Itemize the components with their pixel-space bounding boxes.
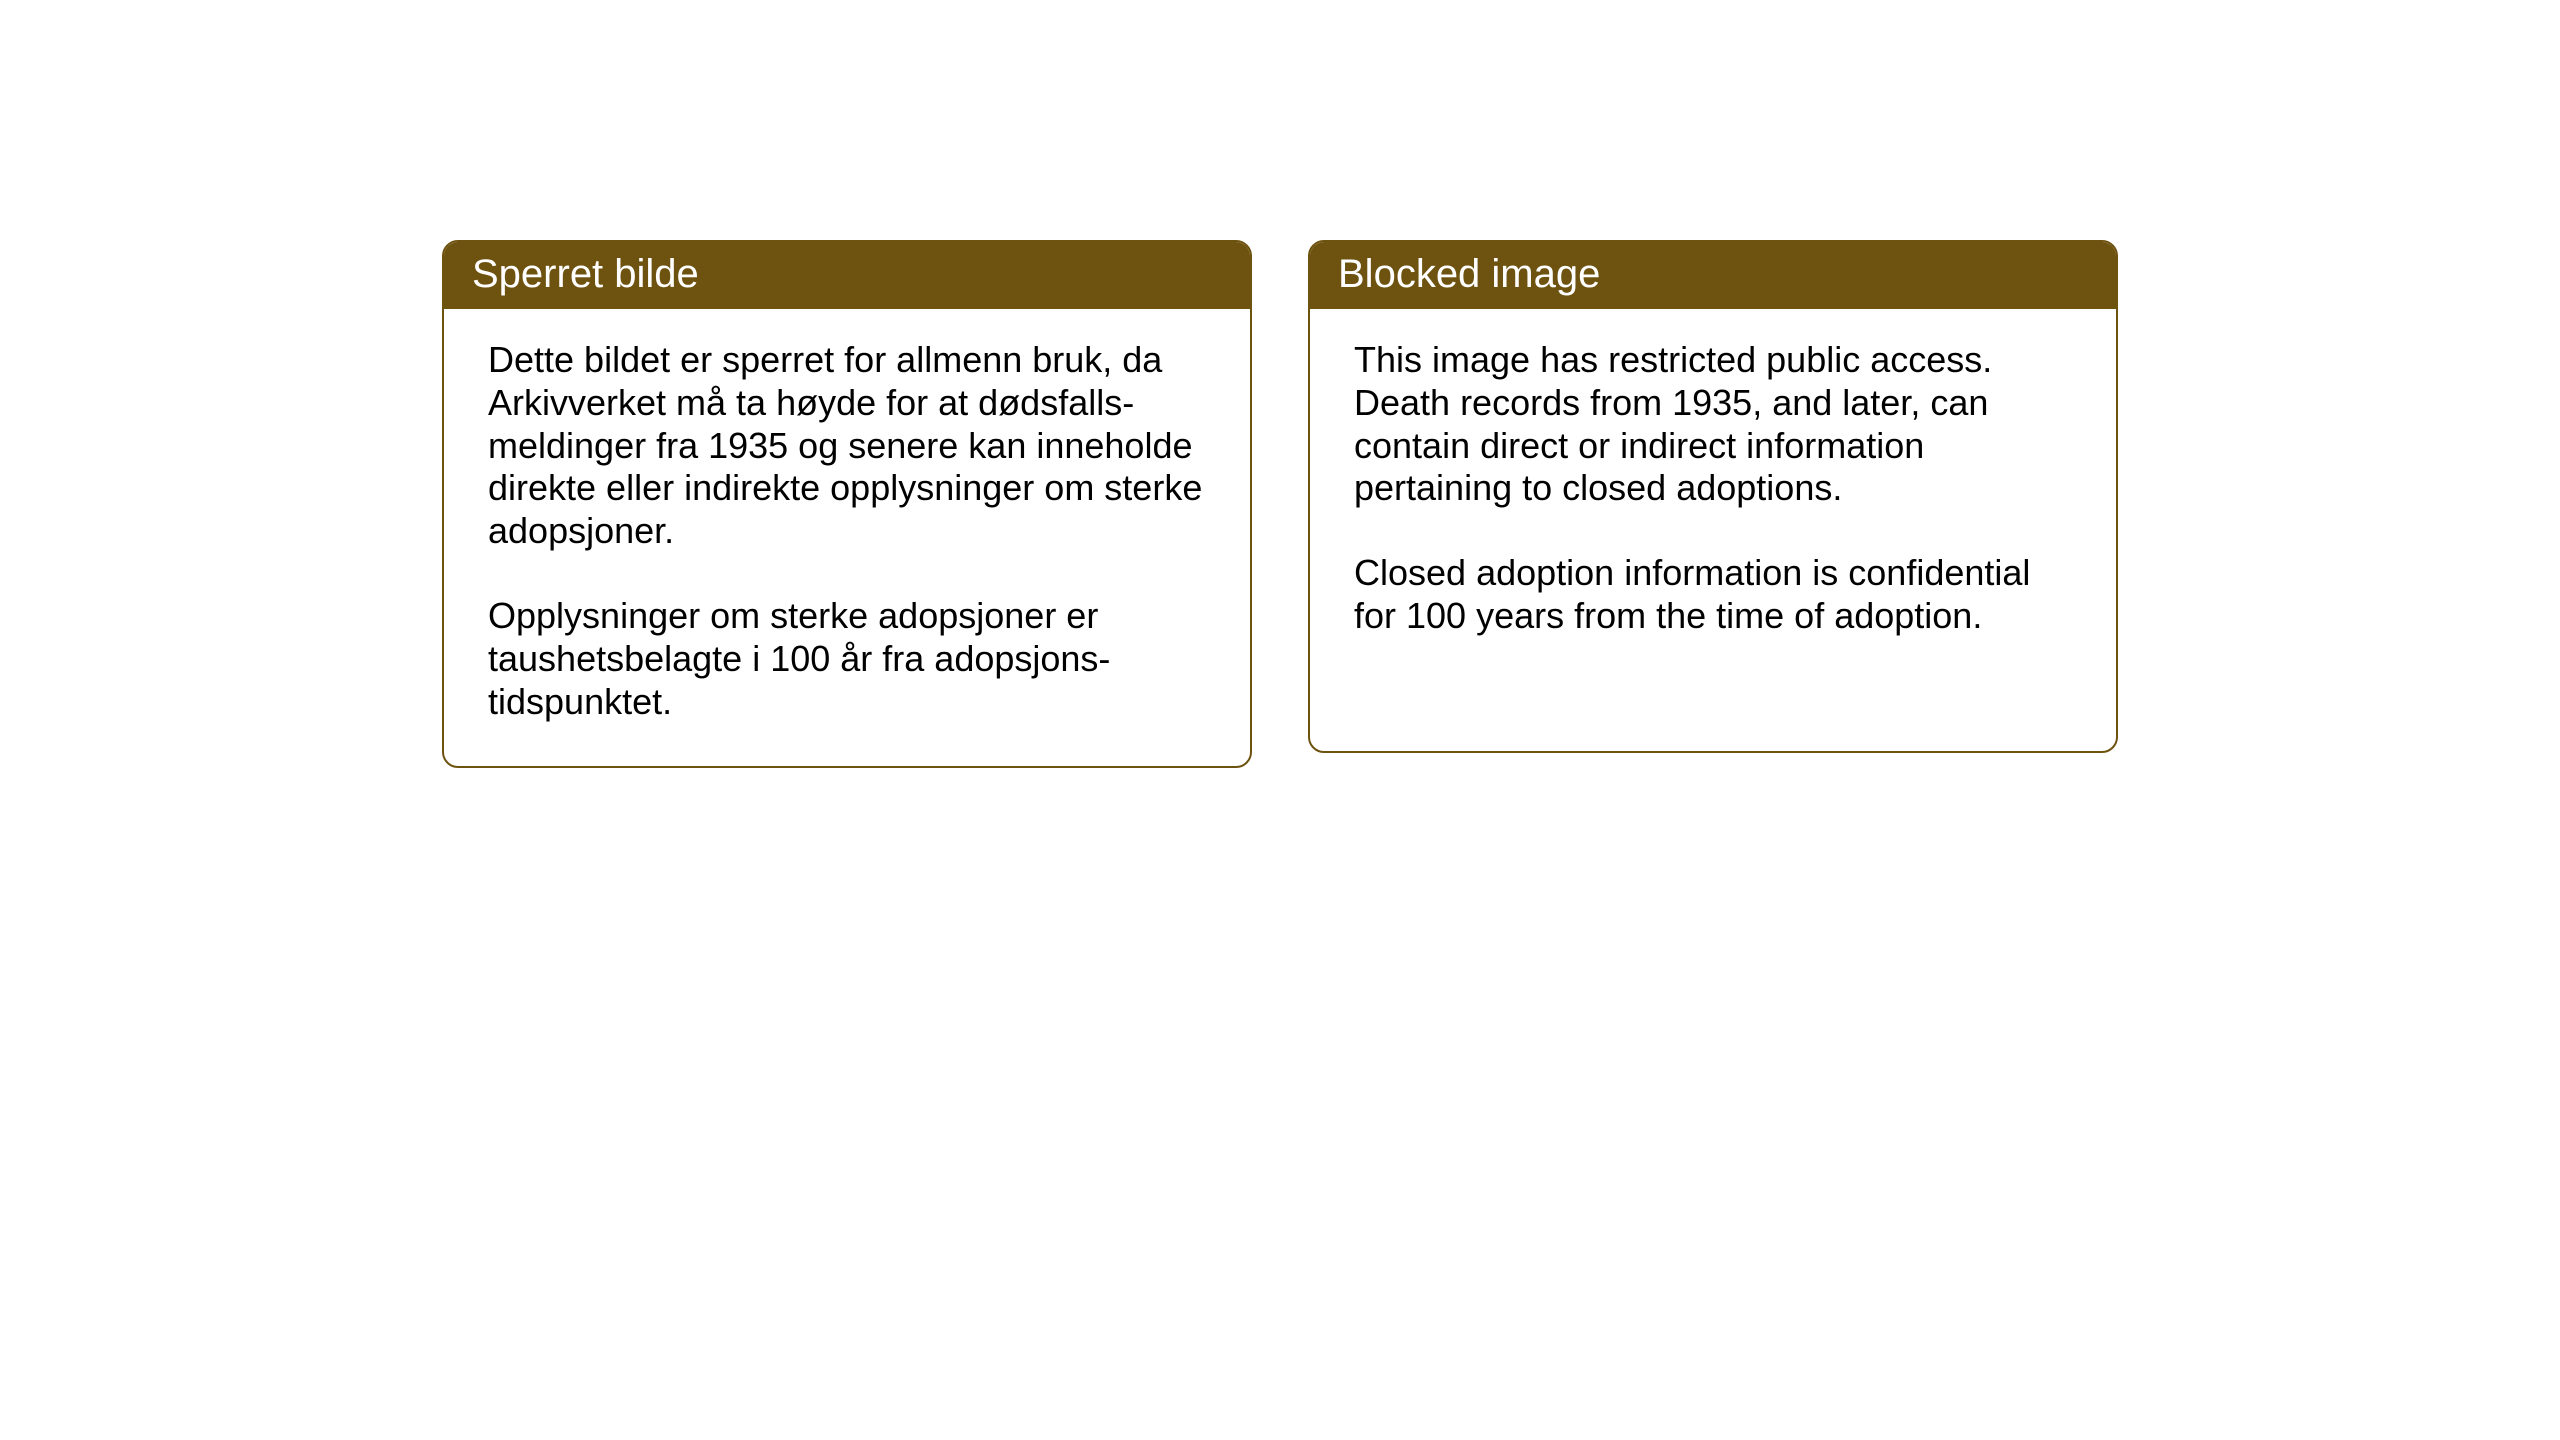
card-norwegian: Sperret bilde Dette bildet er sperret fo…: [442, 240, 1252, 768]
card-english: Blocked image This image has restricted …: [1308, 240, 2118, 753]
card-norwegian-paragraph-1: Dette bildet er sperret for allmenn bruk…: [488, 339, 1206, 553]
card-english-body: This image has restricted public access.…: [1310, 309, 2116, 680]
card-norwegian-body: Dette bildet er sperret for allmenn bruk…: [444, 309, 1250, 766]
card-english-header: Blocked image: [1310, 242, 2116, 309]
card-norwegian-paragraph-2: Opplysninger om sterke adopsjoner er tau…: [488, 595, 1206, 723]
card-norwegian-header: Sperret bilde: [444, 242, 1250, 309]
card-english-paragraph-1: This image has restricted public access.…: [1354, 339, 2072, 510]
cards-container: Sperret bilde Dette bildet er sperret fo…: [442, 240, 2118, 768]
card-english-paragraph-2: Closed adoption information is confident…: [1354, 552, 2072, 638]
